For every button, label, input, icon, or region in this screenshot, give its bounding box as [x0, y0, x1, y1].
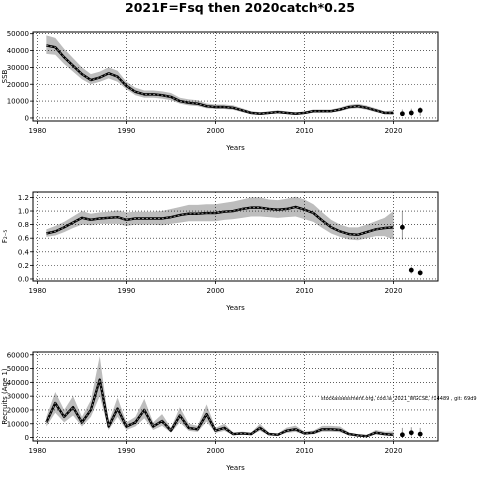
panel-fishing-mortality: 1980 1990 2000 2010 2020 0.0 0.2 0.4 0.6 0.8 1.0 1.…	[1, 191, 439, 312]
y-tick-label: 0	[25, 434, 29, 442]
y-tick-label: 40000	[7, 379, 29, 387]
y-axis-label: Recruits (Age 1)	[1, 368, 9, 425]
x-axis-label: Years	[225, 304, 245, 312]
x-axis-label: Years	[225, 144, 245, 152]
confidence-band	[46, 35, 394, 115]
panel-ssb: 1980 1990 2000 2010 2020 0 10000 20000 30000 4000…	[1, 30, 439, 152]
x-tick-label: 1980	[29, 127, 47, 135]
panel-recruits: 1980 1990 2000 2010 2020 0 10000 20000 30000 4000…	[1, 351, 439, 472]
x-tick-label: 2010	[296, 447, 314, 455]
credit-annotation: stockassessment.org, cod.ia_2021_WGCSE, …	[321, 396, 477, 402]
x-tick-label: 1980	[29, 287, 47, 295]
forecast-point	[408, 267, 414, 273]
forecast-point	[417, 270, 423, 276]
y-axis-label: SSB	[1, 69, 9, 83]
forecast-point	[408, 430, 414, 436]
estimate-line-dashes	[46, 45, 394, 115]
x-tick-label: 2020	[385, 127, 403, 135]
plot-frame	[32, 31, 439, 122]
x-tick-label: 2010	[296, 287, 314, 295]
x-tick-label: 2010	[296, 127, 314, 135]
y-tick-label: 0.8	[18, 221, 29, 229]
forecast-point	[399, 111, 405, 117]
y-axis-label: F₂₋₅	[1, 230, 9, 244]
x-tick-label: 2020	[385, 287, 403, 295]
figure-title: 2021F=Fsq then 2020catch*0.25	[125, 0, 355, 15]
y-tick-label: 0.4	[18, 248, 30, 256]
x-tick-label: 2000	[207, 447, 225, 455]
x-tick-label: 1990	[118, 447, 136, 455]
x-tick-label: 2000	[207, 127, 225, 135]
y-tick-label: 30000	[7, 64, 29, 72]
x-tick-label: 2000	[207, 287, 225, 295]
y-tick-label: 50000	[7, 30, 29, 38]
forecast-point	[408, 110, 414, 116]
y-tick-label: 20000	[7, 81, 29, 89]
estimate-line-dashes	[46, 206, 394, 236]
x-tick-label: 2020	[385, 447, 403, 455]
y-tick-label: 50000	[7, 365, 29, 373]
y-tick-label: 60000	[7, 351, 29, 359]
x-tick-label: 1990	[118, 127, 136, 135]
y-tick-label: 10000	[7, 98, 29, 106]
forecast-point	[417, 431, 423, 437]
y-tick-label: 0.0	[18, 275, 29, 283]
y-tick-label: 40000	[7, 47, 29, 55]
plot-frame	[32, 191, 439, 282]
confidence-band	[46, 196, 394, 241]
x-tick-label: 1990	[118, 287, 136, 295]
forecast-point	[417, 107, 423, 113]
estimate-line-dashes	[45, 379, 394, 437]
x-tick-label: 1980	[29, 447, 47, 455]
y-tick-label: 1.0	[18, 208, 29, 216]
y-tick-label: 30000	[7, 393, 29, 401]
y-tick-label: 1.2	[18, 194, 29, 202]
y-tick-label: 0.2	[18, 262, 29, 270]
y-tick-label: 10000	[7, 420, 29, 428]
forecast-point	[399, 432, 405, 438]
y-tick-label: 20000	[7, 406, 29, 414]
y-tick-label: 0.6	[18, 235, 30, 243]
x-axis-label: Years	[225, 464, 245, 472]
forecast-point	[399, 224, 405, 230]
y-tick-label: 0	[25, 114, 29, 122]
